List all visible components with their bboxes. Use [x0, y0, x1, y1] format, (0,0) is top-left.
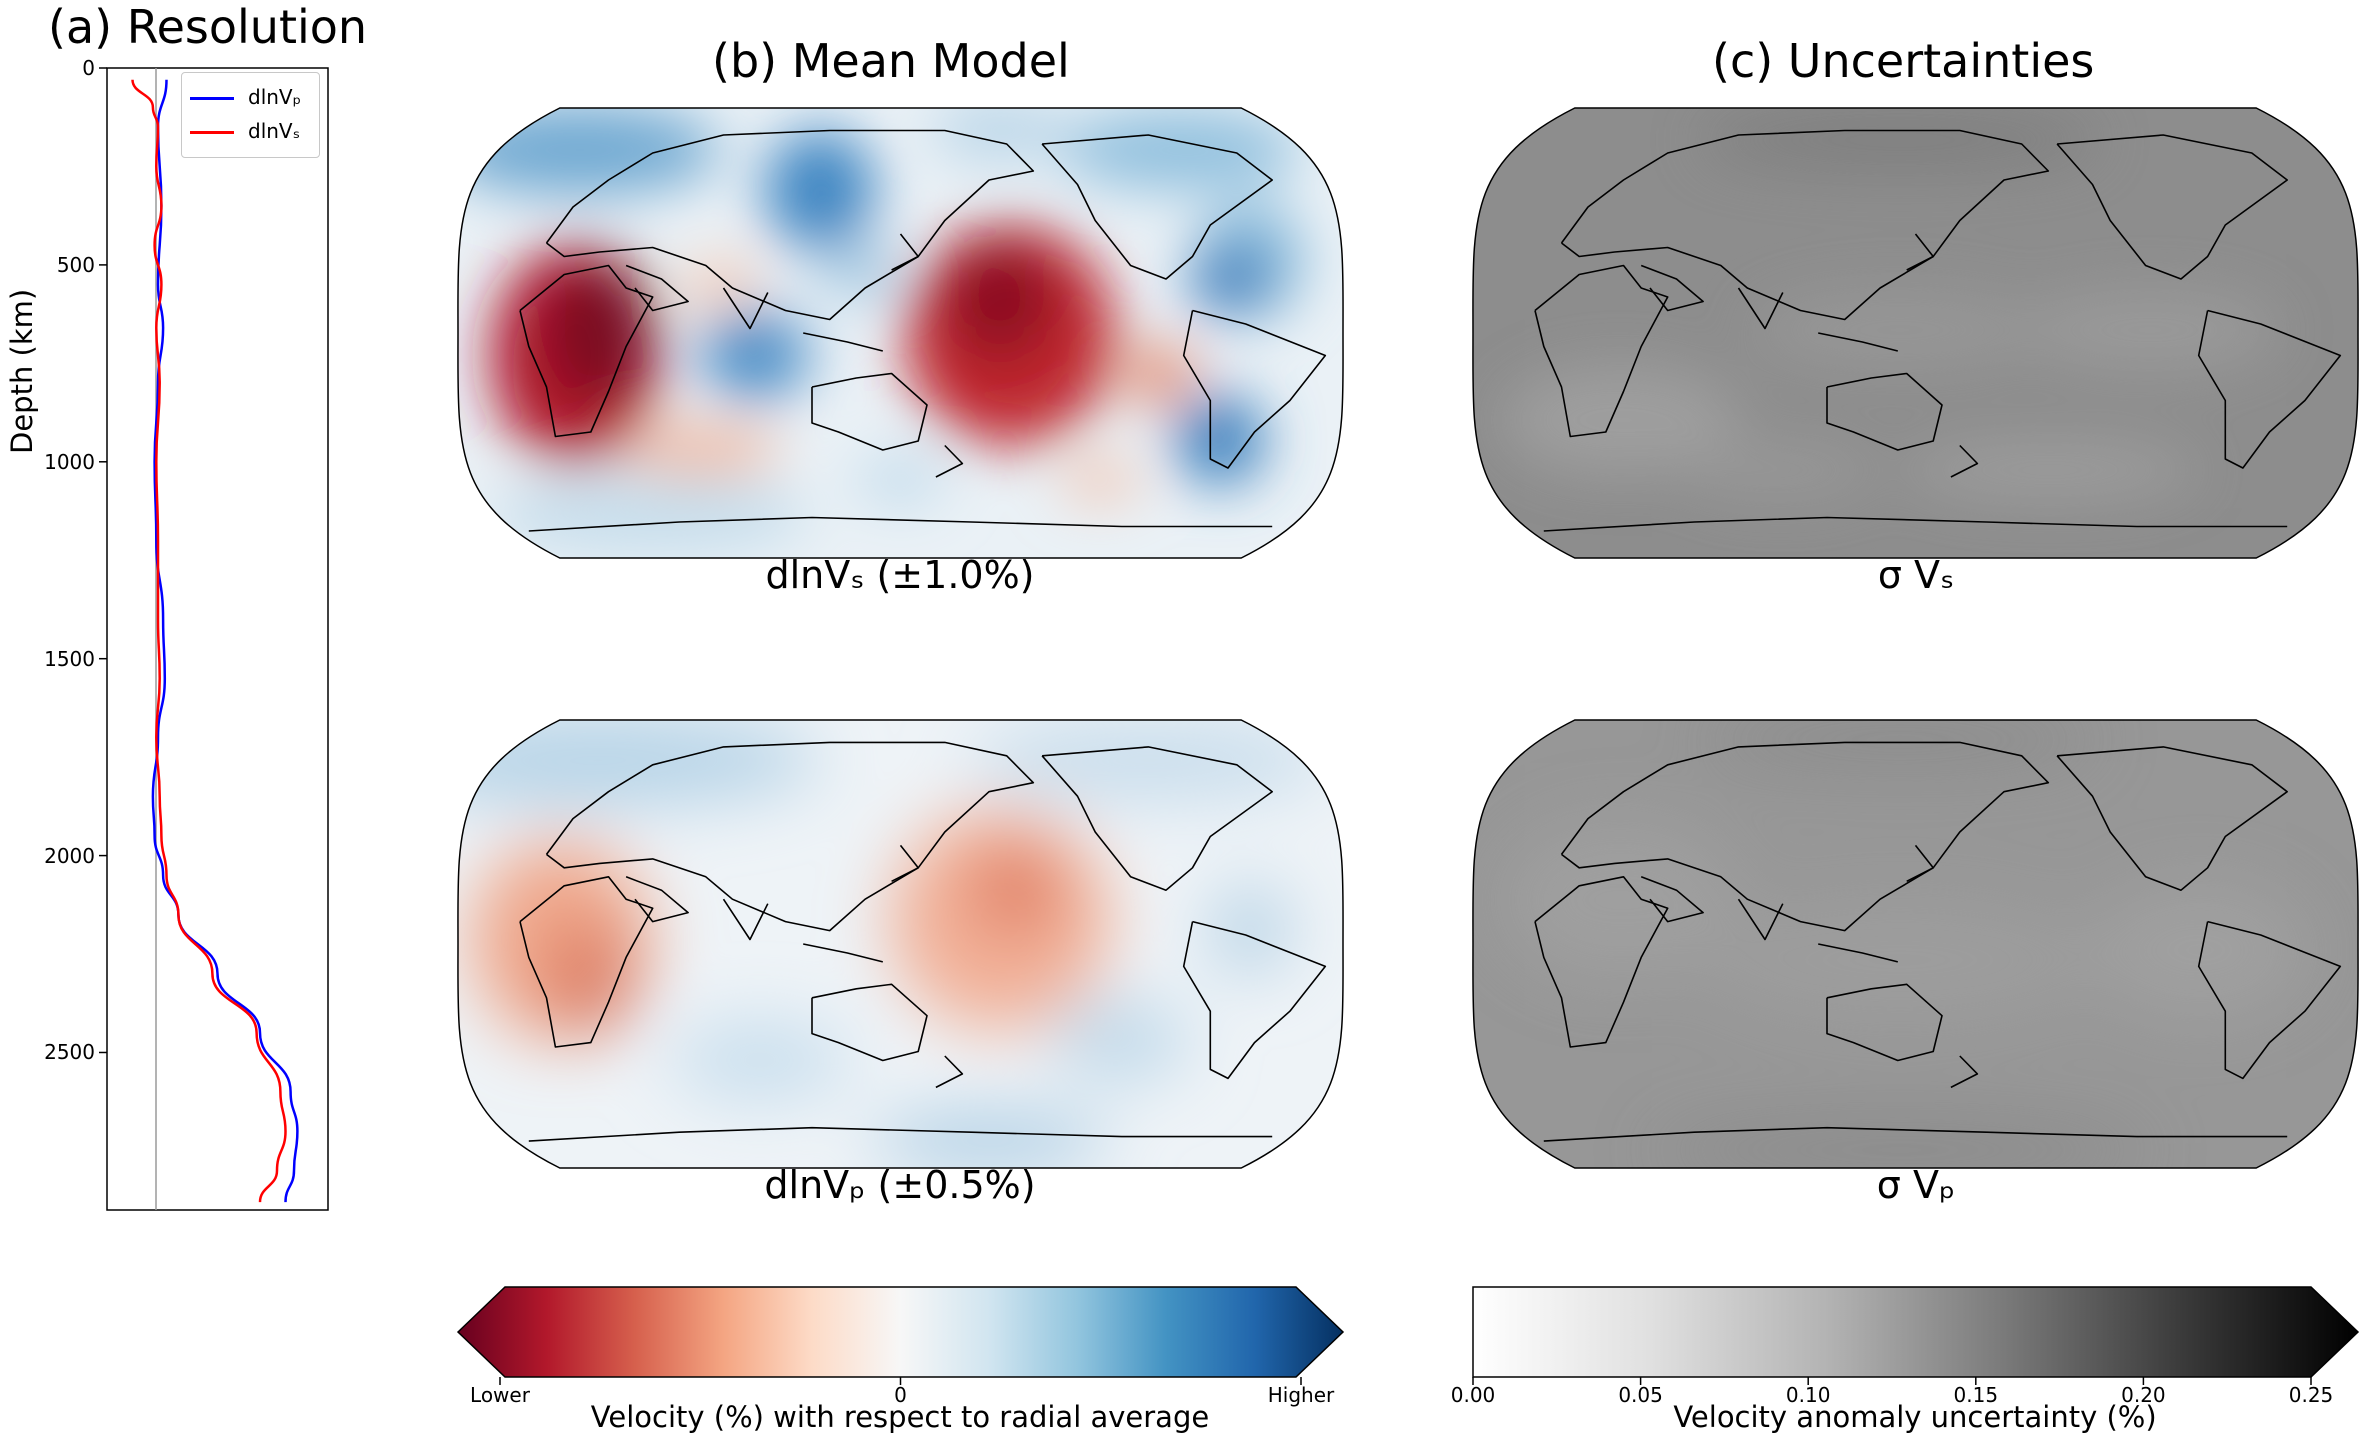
coastline — [803, 943, 883, 963]
coastline — [1543, 1126, 2288, 1142]
colorbar-uncertainty-label: Velocity anomaly uncertainty (%) — [1673, 1400, 2157, 1434]
coastline — [1818, 943, 1898, 963]
colorbar-tick-label: 0.15 — [1953, 1383, 1999, 1407]
coastline — [1041, 134, 1273, 280]
coastline — [935, 444, 964, 478]
coastline — [1182, 309, 1327, 469]
legend-line-vs — [190, 131, 234, 134]
ytick-label: 2000 — [44, 843, 95, 868]
resolution-line-vs — [131, 79, 287, 1203]
caption-dlnvp: dlnVₚ (±0.5%) — [764, 1163, 1036, 1207]
coastline — [1560, 741, 2050, 932]
coastline — [1534, 264, 1669, 438]
coastline — [1950, 1055, 1979, 1089]
caption-sigma-vs: σ Vₛ — [1877, 553, 1955, 597]
colorbar-velocity-label: Velocity (%) with respect to radial aver… — [590, 1400, 1210, 1434]
coastline — [545, 741, 1035, 932]
ytick-label: 1000 — [44, 449, 95, 474]
coastline — [891, 233, 920, 271]
colorbar-tick-label: Lower — [470, 1383, 530, 1407]
coastline — [2197, 309, 2342, 469]
colorbar-tick-label: 0.10 — [1785, 1383, 1831, 1407]
coastline — [625, 264, 689, 312]
coastline — [1640, 876, 1704, 923]
coastline — [1543, 516, 2288, 532]
resolution-legend: dlnVₚ dlnVₛ — [181, 72, 320, 158]
map-sigma-vp — [1473, 720, 2358, 1168]
coastline — [722, 287, 769, 330]
caption-dlnvs: dlnVₛ (±1.0%) — [765, 553, 1035, 597]
ytick-label: 1500 — [44, 646, 95, 671]
ytick-label: 0 — [82, 56, 95, 80]
coastline — [1826, 983, 1943, 1062]
resolution-line-vp — [151, 79, 299, 1203]
colorbar-tick-label: 0 — [894, 1383, 907, 1407]
coastline — [528, 516, 1273, 532]
coastline — [1737, 287, 1784, 330]
coastline — [1826, 372, 1943, 451]
ytick-label: 2500 — [44, 1040, 95, 1065]
coastline — [811, 983, 928, 1062]
coastline — [1640, 264, 1704, 312]
colorbar-tick-label: 0.25 — [2288, 1383, 2334, 1407]
panel-a-title: (a) Resolution — [48, 0, 368, 54]
coastline — [935, 1055, 964, 1089]
coastline — [519, 264, 654, 438]
coastline — [803, 332, 883, 352]
coastline — [1041, 746, 1273, 892]
coastline — [1818, 332, 1898, 352]
coastline — [1906, 233, 1934, 271]
map-dlnvs — [457, 108, 1343, 558]
coastline — [545, 129, 1035, 321]
coastline — [1906, 844, 1934, 883]
legend-item-vp: dlnVₚ — [190, 83, 315, 113]
colorbar-tick-label: Higher — [1267, 1383, 1335, 1407]
coastline — [2056, 746, 2288, 892]
coastline — [1534, 875, 1669, 1048]
coastline — [2197, 920, 2342, 1080]
legend-label-vp: dlnVₚ — [248, 85, 302, 109]
colorbar-tick-label: 0.20 — [2121, 1383, 2166, 1407]
ytick-label: 500 — [56, 252, 95, 277]
coastline — [722, 898, 769, 941]
coastline — [1737, 898, 1784, 941]
coastline — [625, 876, 689, 923]
coastline — [1560, 129, 2050, 321]
coastline — [1182, 920, 1327, 1080]
colorbar-tick-label: 0.00 — [1450, 1383, 1496, 1407]
legend-label-vs: dlnVₛ — [248, 119, 301, 143]
colorbar-tick-label: 0.05 — [1618, 1383, 1663, 1407]
coastline — [811, 372, 928, 451]
coastline — [891, 844, 920, 883]
coastline — [519, 875, 654, 1048]
legend-item-vs: dlnVₛ — [190, 117, 315, 147]
caption-sigma-vp: σ Vₚ — [1876, 1163, 1956, 1207]
map-sigma-vs — [1473, 108, 2358, 558]
coastline — [528, 1126, 1273, 1142]
coastline — [2056, 134, 2288, 280]
colorbar-velocity — [456, 1286, 1345, 1385]
panel-b-title: (b) Mean Model — [712, 34, 1070, 88]
panel-c-title: (c) Uncertainties — [1712, 34, 2095, 88]
colorbar-uncertainty — [1472, 1286, 2360, 1385]
legend-line-vp — [190, 97, 234, 100]
coastline — [1950, 444, 1979, 478]
